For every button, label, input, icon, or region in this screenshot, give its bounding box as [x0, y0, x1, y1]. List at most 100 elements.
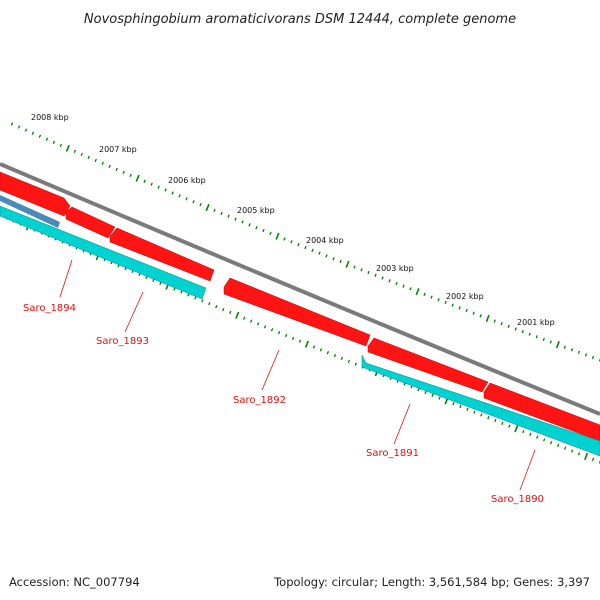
minor-tick: [465, 308, 468, 313]
minor-tick: [451, 303, 454, 307]
minor-tick: [452, 402, 455, 406]
scale-label: 2001 kbp: [517, 318, 555, 327]
minor-tick: [528, 332, 531, 336]
minor-tick: [347, 359, 351, 363]
major-tick: [304, 340, 310, 348]
minor-tick: [213, 208, 216, 213]
minor-tick: [423, 292, 426, 297]
scale-label: 2005 kbp: [237, 206, 275, 215]
gene-feature[interactable]: [361, 354, 600, 457]
cds-feature[interactable]: [223, 277, 371, 347]
minor-tick: [201, 299, 204, 303]
minor-tick: [298, 339, 302, 343]
minor-tick: [199, 203, 202, 207]
minor-tick: [577, 452, 581, 456]
minor-tick: [143, 179, 146, 183]
outer-scale-ticks: [10, 122, 600, 362]
minor-tick: [304, 245, 307, 250]
gene-label[interactable]: Saro_1893: [96, 336, 149, 347]
gene-label[interactable]: Saro_1892: [233, 395, 286, 406]
minor-tick: [157, 185, 160, 189]
major-tick: [65, 144, 70, 152]
major-tick: [514, 425, 519, 433]
minor-tick: [508, 424, 511, 428]
minor-tick: [249, 319, 253, 323]
minor-tick: [94, 158, 97, 163]
cds-feature[interactable]: [483, 382, 600, 442]
minor-tick: [269, 231, 272, 236]
minor-tick: [284, 333, 288, 338]
minor-tick: [472, 311, 475, 315]
gene-feature[interactable]: [0, 205, 207, 300]
gene-label[interactable]: Saro_1894: [23, 303, 76, 314]
minor-tick: [255, 226, 258, 230]
minor-tick: [31, 131, 35, 135]
minor-tick: [220, 211, 223, 215]
minor-tick: [542, 438, 546, 442]
minor-tick: [459, 404, 462, 409]
cds-feature[interactable]: [65, 206, 116, 239]
major-tick: [345, 260, 350, 268]
minor-tick: [277, 330, 281, 335]
minor-tick: [173, 287, 176, 291]
cds-feature[interactable]: [109, 227, 215, 282]
minor-tick: [243, 316, 246, 320]
feature-blue[interactable]: [0, 195, 60, 228]
minor-tick: [354, 362, 357, 366]
minor-tick: [487, 416, 490, 420]
minor-tick: [108, 164, 111, 169]
minor-tick: [229, 310, 232, 315]
minor-tick: [522, 429, 525, 434]
minor-tick: [479, 314, 482, 318]
minor-tick: [332, 257, 335, 261]
minor-tick: [591, 457, 595, 461]
minor-tick: [556, 443, 560, 448]
major-tick: [235, 311, 240, 319]
minor-tick: [402, 284, 405, 288]
minor-tick: [59, 143, 63, 147]
minor-tick: [437, 298, 440, 302]
minor-tick: [353, 265, 356, 269]
minor-tick: [438, 396, 441, 400]
minor-tick: [10, 122, 14, 126]
minor-tick: [493, 319, 496, 323]
minor-tick: [409, 287, 412, 291]
cds-feature[interactable]: [367, 337, 489, 393]
minor-tick: [458, 306, 461, 310]
major-tick: [135, 174, 140, 182]
minor-tick: [444, 300, 447, 305]
minor-tick: [270, 328, 274, 332]
minor-tick: [325, 254, 328, 258]
gene-label-leader: [261, 349, 280, 391]
gene-label[interactable]: Saro_1890: [491, 494, 544, 505]
minor-tick: [101, 161, 104, 166]
minor-tick: [367, 270, 370, 275]
minor-tick: [466, 407, 469, 411]
minor-tick: [291, 336, 295, 341]
minor-tick: [283, 237, 286, 241]
major-tick: [205, 203, 210, 212]
minor-tick: [171, 191, 174, 195]
minor-tick: [570, 348, 574, 352]
scale-label: 2003 kbp: [376, 264, 414, 273]
minor-tick: [187, 293, 190, 297]
major-tick: [485, 314, 490, 322]
map-title: Novosphingobium aromaticivorans DSM 1244…: [84, 12, 516, 27]
minor-tick: [122, 170, 125, 174]
scale-label: 2002 kbp: [446, 292, 484, 301]
scale-labels: 2008 kbp 2007 kbp 2006 kbp 2005 kbp 2004…: [31, 113, 555, 327]
minor-tick: [194, 296, 197, 300]
minor-tick: [164, 188, 167, 192]
gene-label-leader: [393, 403, 411, 445]
minor-tick: [514, 327, 517, 331]
minor-tick: [577, 350, 581, 354]
gene-label[interactable]: Saro_1891: [366, 448, 419, 459]
minor-tick: [529, 432, 532, 437]
gene-label-leader: [124, 291, 144, 333]
minor-tick: [360, 268, 363, 272]
scale-label: 2008 kbp: [31, 113, 69, 122]
minor-tick: [473, 410, 476, 414]
minor-tick: [129, 173, 132, 177]
minor-tick: [494, 418, 497, 423]
